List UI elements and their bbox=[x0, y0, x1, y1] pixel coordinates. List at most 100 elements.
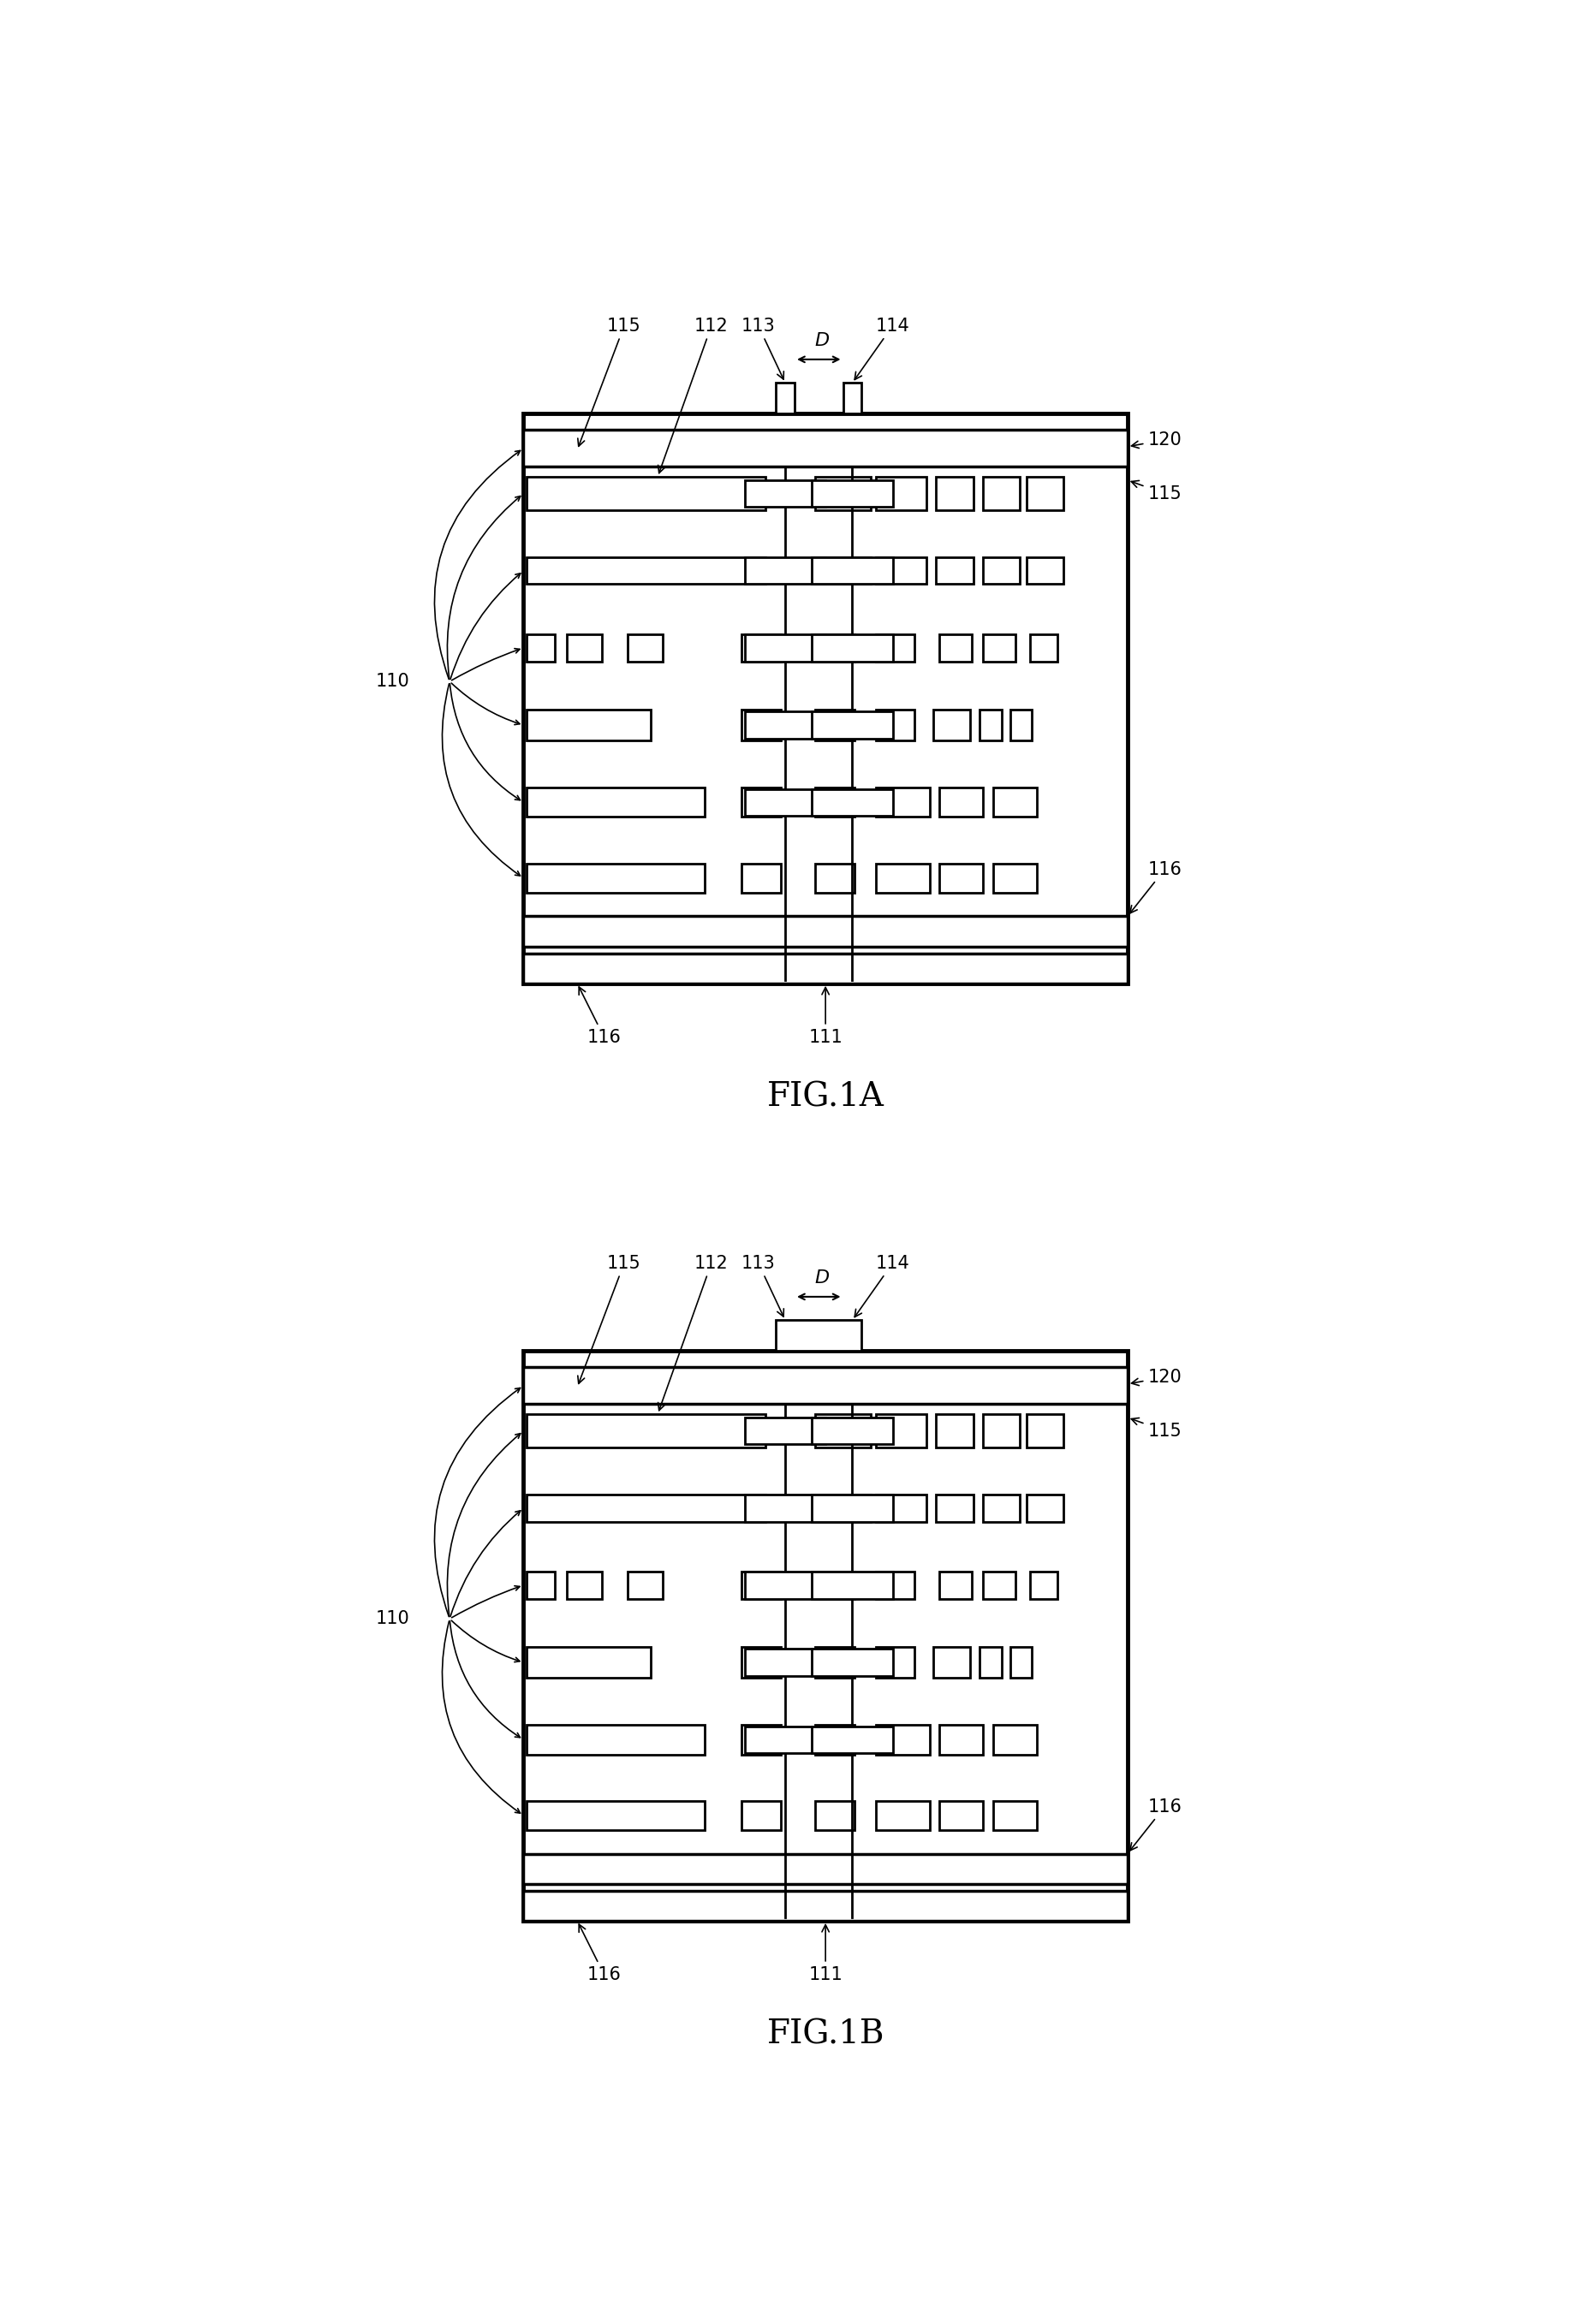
Bar bbox=[527, 558, 765, 583]
Bar bbox=[876, 634, 915, 662]
Text: 115: 115 bbox=[1131, 1418, 1182, 1439]
Text: FIG.1A: FIG.1A bbox=[767, 1081, 884, 1113]
Bar bbox=[745, 1650, 825, 1676]
Text: 116: 116 bbox=[1130, 1799, 1182, 1850]
Bar bbox=[527, 1648, 652, 1678]
Bar bbox=[816, 862, 854, 892]
Bar bbox=[1030, 1571, 1057, 1599]
Bar bbox=[936, 558, 974, 583]
Bar bbox=[745, 481, 825, 507]
Text: 115: 115 bbox=[578, 318, 641, 446]
Bar bbox=[816, 476, 871, 511]
Bar bbox=[813, 1418, 893, 1443]
Bar bbox=[524, 1350, 1128, 1920]
Bar bbox=[939, 1571, 972, 1599]
Bar bbox=[980, 1648, 1002, 1678]
Bar bbox=[876, 558, 926, 583]
Bar bbox=[745, 558, 825, 583]
Bar bbox=[745, 634, 825, 662]
Text: 120: 120 bbox=[1131, 1369, 1182, 1385]
Bar bbox=[813, 1494, 893, 1522]
Text: 115: 115 bbox=[1131, 481, 1182, 502]
Bar bbox=[936, 1415, 974, 1448]
Text: 112: 112 bbox=[658, 318, 729, 474]
Bar bbox=[776, 1320, 862, 1350]
Bar bbox=[1010, 709, 1032, 741]
Text: 115: 115 bbox=[578, 1255, 641, 1383]
Bar bbox=[524, 953, 1128, 983]
Bar bbox=[816, 788, 854, 818]
Text: 114: 114 bbox=[855, 318, 909, 379]
Bar bbox=[1027, 1494, 1064, 1522]
Text: 116: 116 bbox=[579, 1924, 622, 1982]
Bar bbox=[1027, 1415, 1064, 1448]
Bar bbox=[843, 383, 862, 414]
Bar bbox=[527, 1494, 765, 1522]
Bar bbox=[567, 1571, 603, 1599]
Bar bbox=[933, 1648, 970, 1678]
Bar bbox=[939, 1724, 983, 1755]
Bar bbox=[742, 1648, 781, 1678]
Text: 116: 116 bbox=[579, 988, 622, 1046]
Bar bbox=[993, 1724, 1037, 1755]
Text: 113: 113 bbox=[742, 318, 784, 379]
Text: 116: 116 bbox=[1130, 860, 1182, 913]
Bar bbox=[742, 1801, 781, 1831]
Bar bbox=[876, 862, 929, 892]
Bar bbox=[816, 1415, 871, 1448]
Text: D: D bbox=[814, 1269, 830, 1287]
Bar bbox=[993, 788, 1037, 818]
Bar bbox=[813, 481, 893, 507]
Bar bbox=[876, 1415, 926, 1448]
Bar bbox=[983, 1415, 1019, 1448]
Bar bbox=[527, 634, 555, 662]
Bar bbox=[527, 1415, 765, 1448]
Bar bbox=[983, 1494, 1019, 1522]
Bar bbox=[936, 476, 974, 511]
Bar bbox=[524, 1855, 1128, 1885]
Bar bbox=[813, 634, 893, 662]
Text: 110: 110 bbox=[376, 1611, 409, 1627]
Bar bbox=[816, 1801, 854, 1831]
Bar bbox=[876, 476, 926, 511]
Bar bbox=[876, 709, 915, 741]
Bar bbox=[527, 1801, 705, 1831]
Bar bbox=[876, 1724, 929, 1755]
Bar bbox=[939, 788, 983, 818]
Bar bbox=[527, 476, 765, 511]
Bar bbox=[1010, 1648, 1032, 1678]
Text: 112: 112 bbox=[658, 1255, 729, 1411]
Bar bbox=[816, 634, 854, 662]
Bar bbox=[524, 430, 1128, 467]
Bar bbox=[524, 1889, 1128, 1920]
Text: 111: 111 bbox=[808, 1924, 843, 1982]
Text: 114: 114 bbox=[855, 1255, 909, 1318]
Text: 120: 120 bbox=[1131, 432, 1182, 449]
Bar bbox=[813, 788, 893, 816]
Bar bbox=[876, 788, 929, 818]
Bar bbox=[933, 709, 970, 741]
Bar bbox=[983, 558, 1019, 583]
Bar bbox=[745, 1418, 825, 1443]
Bar bbox=[939, 862, 983, 892]
Bar bbox=[742, 1724, 781, 1755]
Text: FIG.1B: FIG.1B bbox=[767, 2020, 884, 2050]
Bar bbox=[524, 1367, 1128, 1404]
Bar bbox=[742, 709, 781, 741]
Bar bbox=[776, 383, 795, 414]
Bar bbox=[816, 1724, 854, 1755]
Bar bbox=[993, 862, 1037, 892]
Bar bbox=[876, 1571, 915, 1599]
Bar bbox=[876, 1801, 929, 1831]
Bar bbox=[876, 1494, 926, 1522]
Bar bbox=[1027, 476, 1064, 511]
Bar bbox=[745, 711, 825, 739]
Bar bbox=[939, 634, 972, 662]
Bar bbox=[813, 558, 893, 583]
Bar bbox=[745, 1494, 825, 1522]
Bar bbox=[983, 634, 1015, 662]
Bar bbox=[939, 1801, 983, 1831]
Bar bbox=[813, 1727, 893, 1752]
Bar bbox=[745, 788, 825, 816]
Text: 113: 113 bbox=[742, 1255, 784, 1318]
